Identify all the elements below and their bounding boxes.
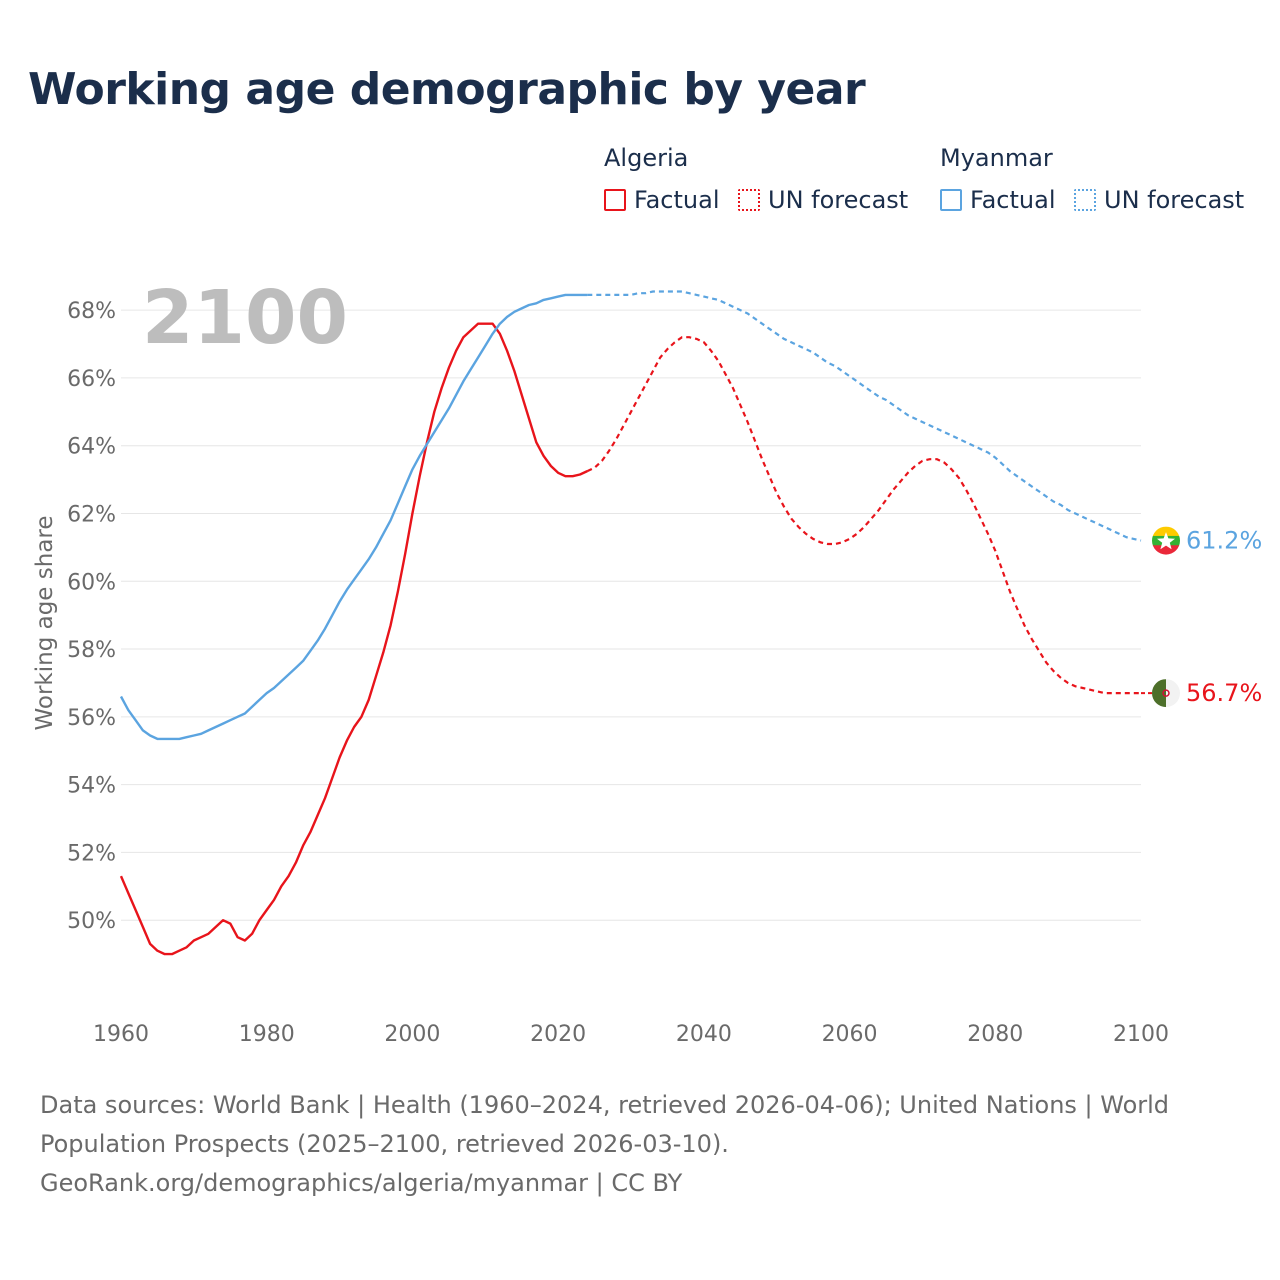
legend-item-algeria-factual[interactable]: Factual <box>604 186 720 214</box>
myanmar-factual-line <box>119 293 588 741</box>
legend-swatch-myanmar-factual <box>940 189 962 211</box>
legend-label-algeria-factual: Factual <box>634 186 720 214</box>
end-label-algeria: 56.7% <box>1186 679 1262 707</box>
endpoint-layer: 61.2% 56.7% <box>1152 526 1262 708</box>
y-tick-label: 60% <box>67 570 116 595</box>
y-tick-label: 58% <box>67 638 116 663</box>
grid-layer <box>121 309 1141 921</box>
legend-label-algeria-forecast: UN forecast <box>768 186 909 214</box>
algeria-factual-line <box>119 322 588 956</box>
y-tick-label: 64% <box>67 435 116 460</box>
x-tick-labels: 1960 1980 2000 2020 2040 2060 2080 2100 <box>93 1022 1169 1047</box>
x-tick-label: 2040 <box>676 1022 732 1047</box>
y-tick-label: 50% <box>67 909 116 934</box>
myanmar-flag-icon <box>1152 526 1180 555</box>
legend-group-myanmar: Myanmar <box>940 144 1053 172</box>
algeria-flag-icon <box>1152 679 1180 708</box>
chart-plot: 50% 52% 54% 56% 58% 60% 62% 64% 66% 68% 1960 1980 2… <box>32 275 1262 1047</box>
footer-source-link[interactable]: GeoRank.org/demographics/algeria/myanmar… <box>40 1169 683 1197</box>
x-tick-label: 2000 <box>384 1022 440 1047</box>
x-tick-label: 1960 <box>93 1022 149 1047</box>
series-layer <box>119 290 1152 956</box>
y-tick-label: 62% <box>67 502 116 527</box>
data-sources-footer: Data sources: World Bank | Health (1960–… <box>40 1086 1240 1203</box>
y-tick-label: 54% <box>67 774 116 799</box>
y-tick-labels: 50% 52% 54% 56% 58% 60% 62% 64% 66% 68% <box>67 299 116 934</box>
x-tick-label: 2060 <box>822 1022 878 1047</box>
legend-item-myanmar-factual[interactable]: Factual <box>940 186 1056 214</box>
footer-line-1: Data sources: World Bank | Health (1960–… <box>40 1091 1170 1119</box>
end-label-myanmar: 61.2% <box>1186 527 1262 555</box>
x-tick-label: 2100 <box>1113 1022 1169 1047</box>
legend-swatch-myanmar-forecast <box>1074 189 1096 211</box>
chart-title: Working age demographic by year <box>28 64 866 115</box>
x-tick-label: 2080 <box>967 1022 1023 1047</box>
algeria-forecast-line <box>586 336 1141 695</box>
legend-item-myanmar-forecast[interactable]: UN forecast <box>1074 186 1244 214</box>
footer-line-2: Population Prospects (2025–2100, retriev… <box>40 1130 729 1158</box>
x-tick-label: 1980 <box>239 1022 295 1047</box>
y-tick-label: 68% <box>67 299 116 324</box>
y-tick-label: 56% <box>67 706 116 731</box>
legend-item-algeria-forecast[interactable]: UN forecast <box>738 186 908 214</box>
x-tick-label: 2020 <box>530 1022 586 1047</box>
y-tick-label: 66% <box>67 367 116 392</box>
legend-label-myanmar-forecast: UN forecast <box>1104 186 1245 214</box>
legend-label-myanmar-factual: Factual <box>970 186 1056 214</box>
legend-swatch-algeria-factual <box>604 189 626 211</box>
current-year-label: 2100 <box>142 275 348 361</box>
myanmar-forecast-line <box>587 290 1142 542</box>
legend-swatch-algeria-forecast <box>738 189 760 211</box>
y-tick-label: 52% <box>67 841 116 866</box>
legend-group-algeria: Algeria <box>604 144 689 172</box>
y-axis-label: Working age share <box>32 515 58 730</box>
